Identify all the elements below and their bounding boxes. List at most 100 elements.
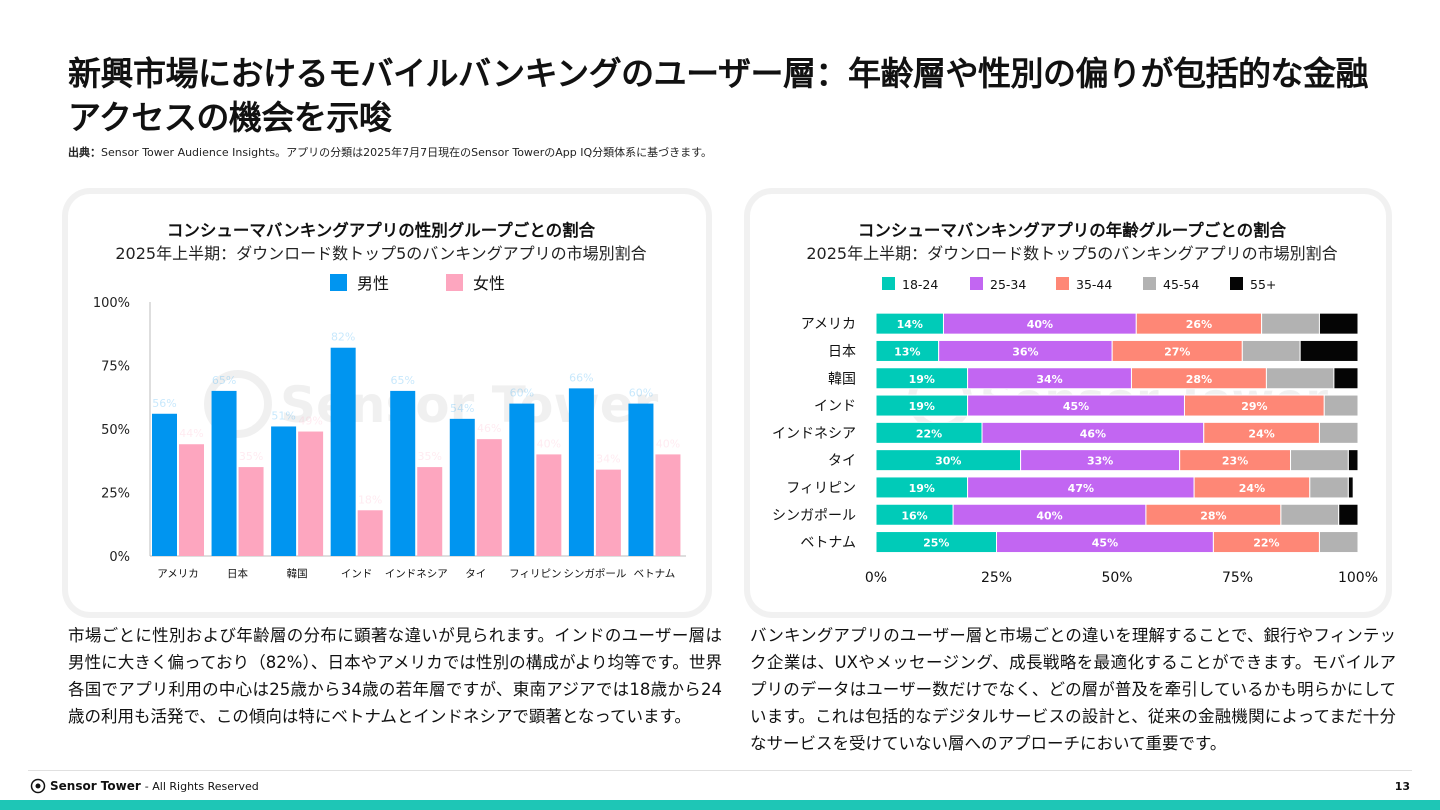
bar-male [211, 390, 237, 556]
age-chart-card: コンシューマバンキングアプリの年齢グループごとの割合 2025年上半期：ダウンロー… [750, 194, 1386, 612]
legend-swatch-3 [1143, 277, 1156, 290]
data-label: 35% [417, 450, 441, 463]
x-tick-label: アメリカ [157, 568, 198, 580]
footer-brand: Sensor Tower [50, 779, 141, 793]
data-label: 14% [897, 318, 923, 331]
data-label: 28% [1186, 373, 1212, 386]
data-label: 47% [1068, 482, 1094, 495]
data-label: 40% [1027, 318, 1053, 331]
bar-male [568, 388, 594, 556]
data-label: 60% [629, 387, 653, 400]
bar-female [179, 444, 204, 556]
bar-female [417, 467, 443, 556]
bar-male [449, 418, 475, 556]
data-label: 46% [1080, 427, 1106, 440]
data-label: 65% [212, 374, 236, 387]
legend-label-1: 女性 [473, 274, 505, 293]
data-label: 82% [331, 331, 355, 344]
y-tick-label: ベトナム [800, 535, 856, 551]
data-label: 49% [298, 415, 322, 428]
legend-label-2: 35-44 [1076, 277, 1112, 292]
bar-segment-45-54 [1280, 503, 1340, 526]
bar-segment-45-54 [1309, 476, 1349, 499]
data-label: 25% [923, 537, 949, 550]
y-tick-label: インド [814, 399, 856, 415]
data-label: 24% [1239, 482, 1265, 495]
gender-chart-title: コンシューマバンキングアプリの性別グループごとの割合 [167, 220, 596, 240]
data-label: 19% [909, 400, 935, 413]
age-chart: コンシューマバンキングアプリの年齢グループごとの割合 2025年上半期：ダウンロー… [772, 220, 1378, 586]
footer-logo: Sensor Tower - All Rights Reserved [30, 778, 259, 794]
x-tick-label: インド [341, 568, 373, 580]
x-tick-label: 100% [1338, 570, 1378, 586]
y-tick-label: フィリピン [786, 480, 856, 496]
y-tick-label: 75% [101, 360, 130, 375]
footer-rights: - All Rights Reserved [144, 779, 259, 793]
legend-label-3: 45-54 [1163, 277, 1199, 292]
data-label: 26% [1186, 318, 1212, 331]
data-label: 40% [1036, 509, 1062, 522]
legend-swatch-0 [882, 277, 895, 290]
legend-swatch-2 [1056, 277, 1069, 290]
data-label: 34% [1036, 373, 1062, 386]
x-tick-label: 韓国 [287, 568, 308, 580]
bar-segment-45-54 [1241, 339, 1301, 362]
source-text: Sensor Tower Audience Insights。アプリの分類は20… [101, 146, 712, 159]
source-note: 出典：Sensor Tower Audience Insights。アプリの分類… [68, 144, 712, 160]
bar-segment-45-54 [1318, 421, 1359, 444]
bar-segment-55+ [1347, 449, 1359, 472]
gender-chart: コンシューマバンキングアプリの性別グループごとの割合 2025年上半期：ダウンロー… [93, 220, 686, 580]
bar-male [509, 403, 535, 556]
legend-swatch-4 [1230, 277, 1243, 290]
data-label: 40% [537, 437, 561, 450]
data-label: 28% [1200, 509, 1226, 522]
x-tick-label: タイ [465, 568, 486, 580]
y-tick-label: 100% [93, 296, 130, 311]
data-label: 27% [1164, 345, 1190, 358]
watermark-icon [204, 370, 272, 438]
bar-female [357, 510, 383, 556]
gender-chart-card: コンシューマバンキングアプリの性別グループごとの割合 2025年上半期：ダウンロー… [68, 194, 706, 612]
data-label: 29% [1241, 400, 1267, 413]
y-tick-label: アメリカ [801, 317, 856, 333]
data-label: 66% [569, 371, 593, 384]
bar-segment-55+ [1338, 503, 1359, 526]
x-tick-label: 日本 [227, 567, 248, 580]
bar-segment-45-54 [1323, 394, 1359, 417]
data-label: 44% [179, 427, 203, 440]
data-label: 19% [909, 482, 935, 495]
data-label: 24% [1248, 427, 1274, 440]
data-label: 19% [909, 373, 935, 386]
data-label: 56% [152, 397, 176, 410]
x-tick-label: フィリピン [509, 568, 561, 580]
y-tick-label: 50% [101, 423, 130, 438]
page-title: 新興市場におけるモバイルバンキングのユーザー層：年齢層や性別の偏りが包括的な金融… [68, 54, 1369, 137]
data-label: 36% [1012, 345, 1038, 358]
bar-segment-55+ [1318, 312, 1359, 335]
data-label: 30% [935, 455, 961, 468]
bar-segment-55+ [1333, 367, 1359, 390]
bar-female [476, 439, 502, 556]
page-number: 13 [1394, 780, 1410, 793]
bar-segment-45-54 [1290, 449, 1349, 472]
legend-swatch-0 [330, 274, 347, 291]
data-label: 40% [656, 437, 680, 450]
data-label: 13% [894, 345, 920, 358]
y-tick-label: 日本 [828, 344, 856, 360]
x-tick-label: シンガポール [563, 568, 626, 580]
bar-segment-45-54 [1261, 312, 1320, 335]
data-label: 22% [1253, 537, 1279, 550]
age-chart-subtitle: 2025年上半期：ダウンロード数トップ5のバンキングアプリの市場別割合 [806, 244, 1337, 263]
bar-segment-55+ [1299, 339, 1359, 362]
bar-segment-45-54 [1318, 531, 1359, 554]
bar-male [330, 347, 356, 556]
bar-female [536, 454, 562, 556]
y-tick-label: 韓国 [828, 371, 856, 387]
legend-swatch-1 [446, 274, 463, 291]
x-tick-label: 50% [1101, 570, 1132, 586]
data-label: 34% [596, 453, 620, 466]
data-label: 54% [450, 402, 474, 415]
data-label: 45% [1063, 400, 1089, 413]
y-tick-label: 0% [109, 550, 130, 565]
data-label: 45% [1092, 537, 1118, 550]
